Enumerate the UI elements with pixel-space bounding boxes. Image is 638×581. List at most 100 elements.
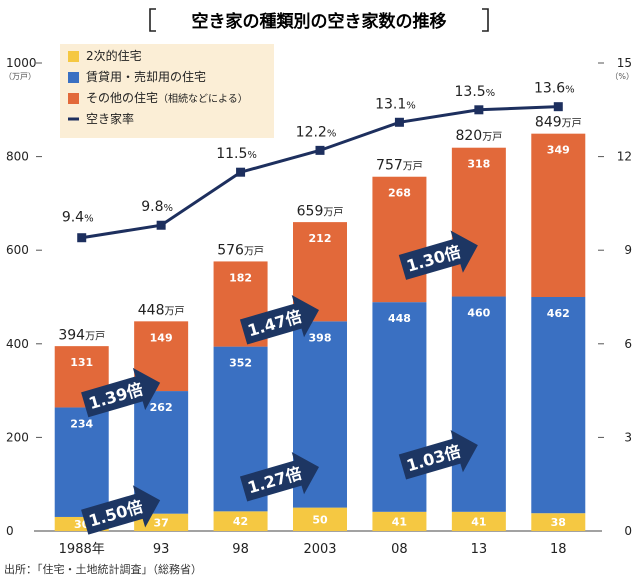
rate-label: 11.5% <box>216 146 257 162</box>
x-tick-label: 98 <box>232 542 249 557</box>
rate-value: 11.5 <box>216 146 247 162</box>
multiplier-arrow-shape: 1.03倍 <box>398 430 478 480</box>
rate-value: 12.2 <box>296 124 327 140</box>
bar-total-label: 820万戸 <box>455 128 502 144</box>
bar-total-value: 849 <box>535 115 562 131</box>
vacancy-rate-line: 9.4%9.8%11.5%12.2%13.1%13.5% 13.6% <box>62 81 575 243</box>
title-bracket-right <box>482 8 489 32</box>
rate-marker <box>553 102 563 112</box>
y-left-tick-label: 800 <box>6 150 29 164</box>
bar-total-value: 757 <box>376 158 403 174</box>
multiplier-arrow: 1.03倍 <box>398 430 478 480</box>
bar-segment <box>451 511 506 531</box>
y-left-tick-label: 1000 <box>6 56 37 70</box>
bar-value-label: 234 <box>70 417 93 430</box>
x-tick-label: 13 <box>471 542 488 557</box>
rate-label: 9.4% <box>62 210 94 226</box>
multiplier-arrow-shape: 1.39倍 <box>81 367 161 418</box>
axes: 0 200 400 600 800 1000 （万戸） 0 3 6 9 12 15 （%） 1988年 93 9… <box>4 56 634 557</box>
rate-marker <box>156 220 166 230</box>
bar-value-label: 448 <box>388 312 411 325</box>
bar-value-label: 212 <box>309 232 332 245</box>
chart-title-group: 空き家の種類別の空き家数の推移 <box>149 8 489 32</box>
bar-total-label: 448万戸 <box>138 302 185 318</box>
bar-value-label: 262 <box>150 401 173 414</box>
y-right-tick-label: 0 <box>624 524 632 538</box>
rate-label: 13.1% <box>375 96 416 112</box>
x-tick-label: 93 <box>153 542 170 557</box>
rate-label: 13.5% <box>455 84 496 100</box>
legend-label: その他の住宅（相続などによる） <box>86 90 248 105</box>
rate-value: 9.4 <box>62 210 84 226</box>
rate-marker <box>315 145 325 155</box>
rate-suffix: % <box>565 85 575 96</box>
bar-value-label: 38 <box>551 516 566 529</box>
bar-segment <box>372 176 427 303</box>
title-bracket-left <box>149 8 156 32</box>
rate-value: 13.1 <box>375 96 406 112</box>
legend-swatch <box>68 93 79 104</box>
bar-value-label: 182 <box>229 271 252 284</box>
x-tick-label: 08 <box>391 542 408 557</box>
bar-value-label: 41 <box>471 515 486 528</box>
bars: 30234131394万戸37262149448万戸42352182576万戸5… <box>54 115 586 531</box>
bar-value-label: 318 <box>467 158 490 171</box>
bar-value-label: 352 <box>229 357 252 370</box>
legend-box <box>60 44 274 138</box>
y-left-tick-label: 0 <box>6 524 14 538</box>
bar-segment <box>531 297 586 514</box>
bar-value-label: 37 <box>153 516 168 529</box>
rate-suffix: % <box>84 214 94 225</box>
x-tick-label: 18 <box>550 542 567 557</box>
bar-value-label: 349 <box>547 144 570 157</box>
bar-total-unit: 万戸 <box>85 331 105 343</box>
y-left-tick-label: 400 <box>6 337 29 351</box>
y-right-tick-label: 15 <box>617 56 632 70</box>
chart-title: 空き家の種類別の空き家数の推移 <box>192 11 447 32</box>
arrow-body <box>81 367 161 418</box>
rate-value: 13.5 <box>455 84 486 100</box>
bar-total-unit: 万戸 <box>562 118 582 130</box>
rate-marker <box>236 167 246 177</box>
bar-value-label: 460 <box>467 307 490 320</box>
bar-value-label: 462 <box>547 307 570 320</box>
bar-total-unit: 万戸 <box>323 207 343 219</box>
rate-suffix: % <box>406 100 416 111</box>
rate-marker <box>77 233 87 243</box>
bar-segment <box>451 147 506 297</box>
rate-value: 13.6 <box>534 81 565 97</box>
bar-total-unit: 万戸 <box>244 245 264 257</box>
rate-label: 9.8% <box>141 199 173 215</box>
multiplier-arrow: 1.39倍 <box>81 367 161 418</box>
bar-value-label: 268 <box>388 187 411 200</box>
y-right-tick-label: 3 <box>624 430 632 444</box>
bar-total-label: 659万戸 <box>297 204 344 220</box>
legend-name: 賃貸用・売却用の住宅 <box>86 69 206 84</box>
rate-label: 12.2% <box>296 124 337 140</box>
bar-total-unit: 万戸 <box>482 131 502 143</box>
x-tick-label: 1988年 <box>59 542 105 557</box>
y-left-unit: （万戸） <box>4 72 36 81</box>
rate-value: 9.8 <box>141 199 163 215</box>
rate-label: 13.6% <box>534 81 575 97</box>
y-left-tick-label: 600 <box>6 243 29 257</box>
legend-name: 2次的住宅 <box>86 48 142 63</box>
arrow-body <box>398 230 478 280</box>
bar-total-value: 394 <box>58 328 85 344</box>
bar-segment <box>372 511 427 531</box>
source-note: 出所：「住宅・土地統計調査」（総務省） <box>4 562 202 576</box>
legend-label: 賃貸用・売却用の住宅 <box>86 69 206 84</box>
rate-suffix: % <box>486 88 496 99</box>
legend-name-note: （相続などによる） <box>158 92 248 105</box>
bar-value-label: 42 <box>233 515 248 528</box>
y-right-tick-label: 6 <box>624 337 632 351</box>
bar-segment <box>372 302 427 512</box>
legend-label: 2次的住宅 <box>86 48 142 63</box>
bar-segment <box>54 407 109 517</box>
bar-total-label: 849万戸 <box>535 115 582 131</box>
y-left-tick-label: 200 <box>6 430 29 444</box>
bar-value-label: 131 <box>70 356 93 369</box>
bar-total-label: 576万戸 <box>217 242 264 258</box>
bar-segment <box>531 513 586 531</box>
